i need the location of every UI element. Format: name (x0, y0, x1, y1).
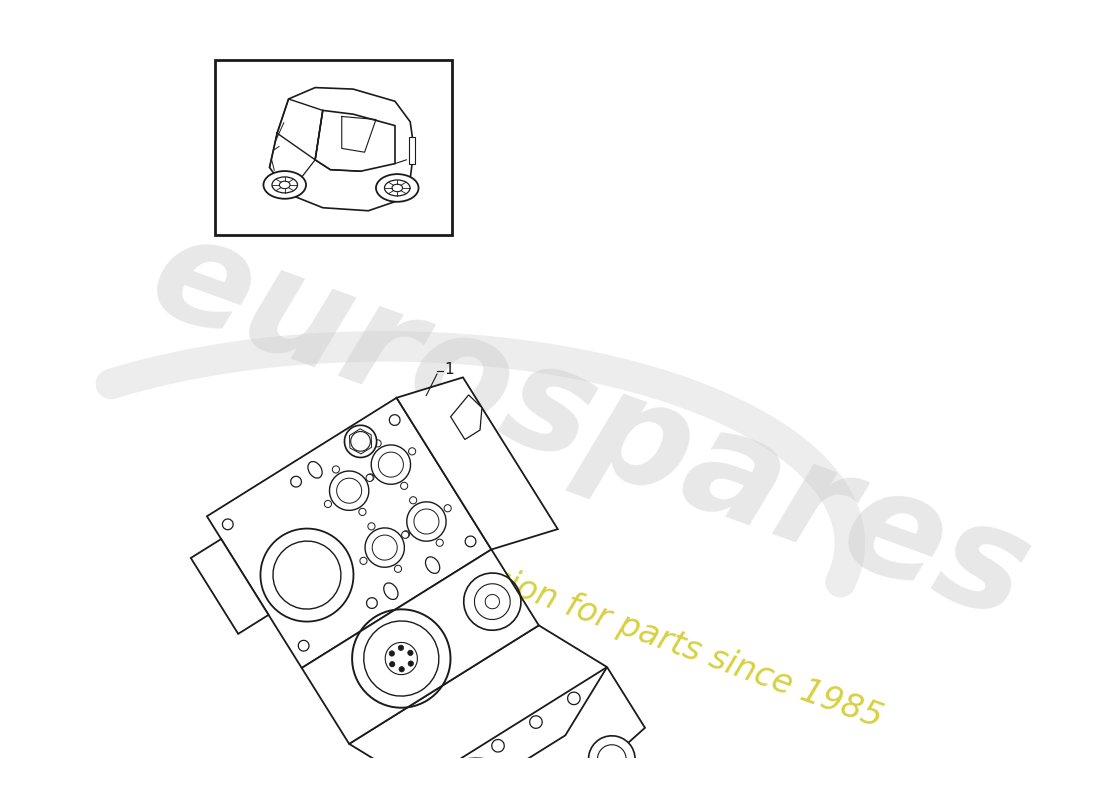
Circle shape (409, 497, 417, 504)
Ellipse shape (350, 435, 364, 452)
Polygon shape (301, 550, 539, 744)
Polygon shape (451, 395, 482, 439)
Circle shape (530, 716, 542, 728)
Circle shape (408, 661, 414, 666)
Bar (409, 137, 415, 164)
Circle shape (403, 530, 409, 538)
Circle shape (492, 739, 504, 752)
Bar (214, 60, 452, 234)
Circle shape (298, 640, 309, 651)
Circle shape (395, 566, 402, 573)
Circle shape (454, 763, 466, 776)
Text: eurospares: eurospares (133, 203, 1048, 651)
Circle shape (398, 645, 404, 650)
Circle shape (290, 476, 301, 487)
Polygon shape (397, 378, 558, 550)
Ellipse shape (422, 758, 530, 800)
Circle shape (366, 474, 374, 481)
Ellipse shape (588, 736, 635, 782)
Circle shape (465, 536, 476, 546)
Circle shape (324, 500, 331, 507)
Circle shape (389, 414, 400, 426)
Circle shape (416, 787, 428, 799)
Ellipse shape (597, 745, 626, 774)
Circle shape (568, 692, 580, 705)
Circle shape (408, 650, 414, 655)
Ellipse shape (263, 171, 306, 198)
Circle shape (374, 440, 382, 447)
Ellipse shape (308, 462, 322, 478)
Text: a passion for parts since 1985: a passion for parts since 1985 (402, 531, 887, 734)
Circle shape (359, 508, 366, 515)
Ellipse shape (426, 557, 440, 574)
Circle shape (366, 474, 373, 482)
Polygon shape (387, 667, 645, 800)
Circle shape (408, 448, 416, 455)
Circle shape (367, 522, 375, 530)
Circle shape (399, 666, 405, 672)
Ellipse shape (344, 426, 376, 458)
Text: 1: 1 (444, 362, 454, 377)
Circle shape (389, 662, 395, 667)
Circle shape (436, 539, 443, 546)
Circle shape (332, 466, 340, 473)
Circle shape (400, 482, 408, 490)
Circle shape (360, 558, 367, 565)
Circle shape (402, 531, 409, 538)
Ellipse shape (376, 174, 419, 202)
Ellipse shape (384, 583, 398, 599)
Circle shape (366, 598, 377, 609)
Circle shape (222, 519, 233, 530)
Circle shape (444, 505, 451, 512)
Polygon shape (190, 539, 268, 634)
Polygon shape (207, 398, 492, 668)
Circle shape (389, 651, 395, 656)
Polygon shape (349, 626, 607, 786)
